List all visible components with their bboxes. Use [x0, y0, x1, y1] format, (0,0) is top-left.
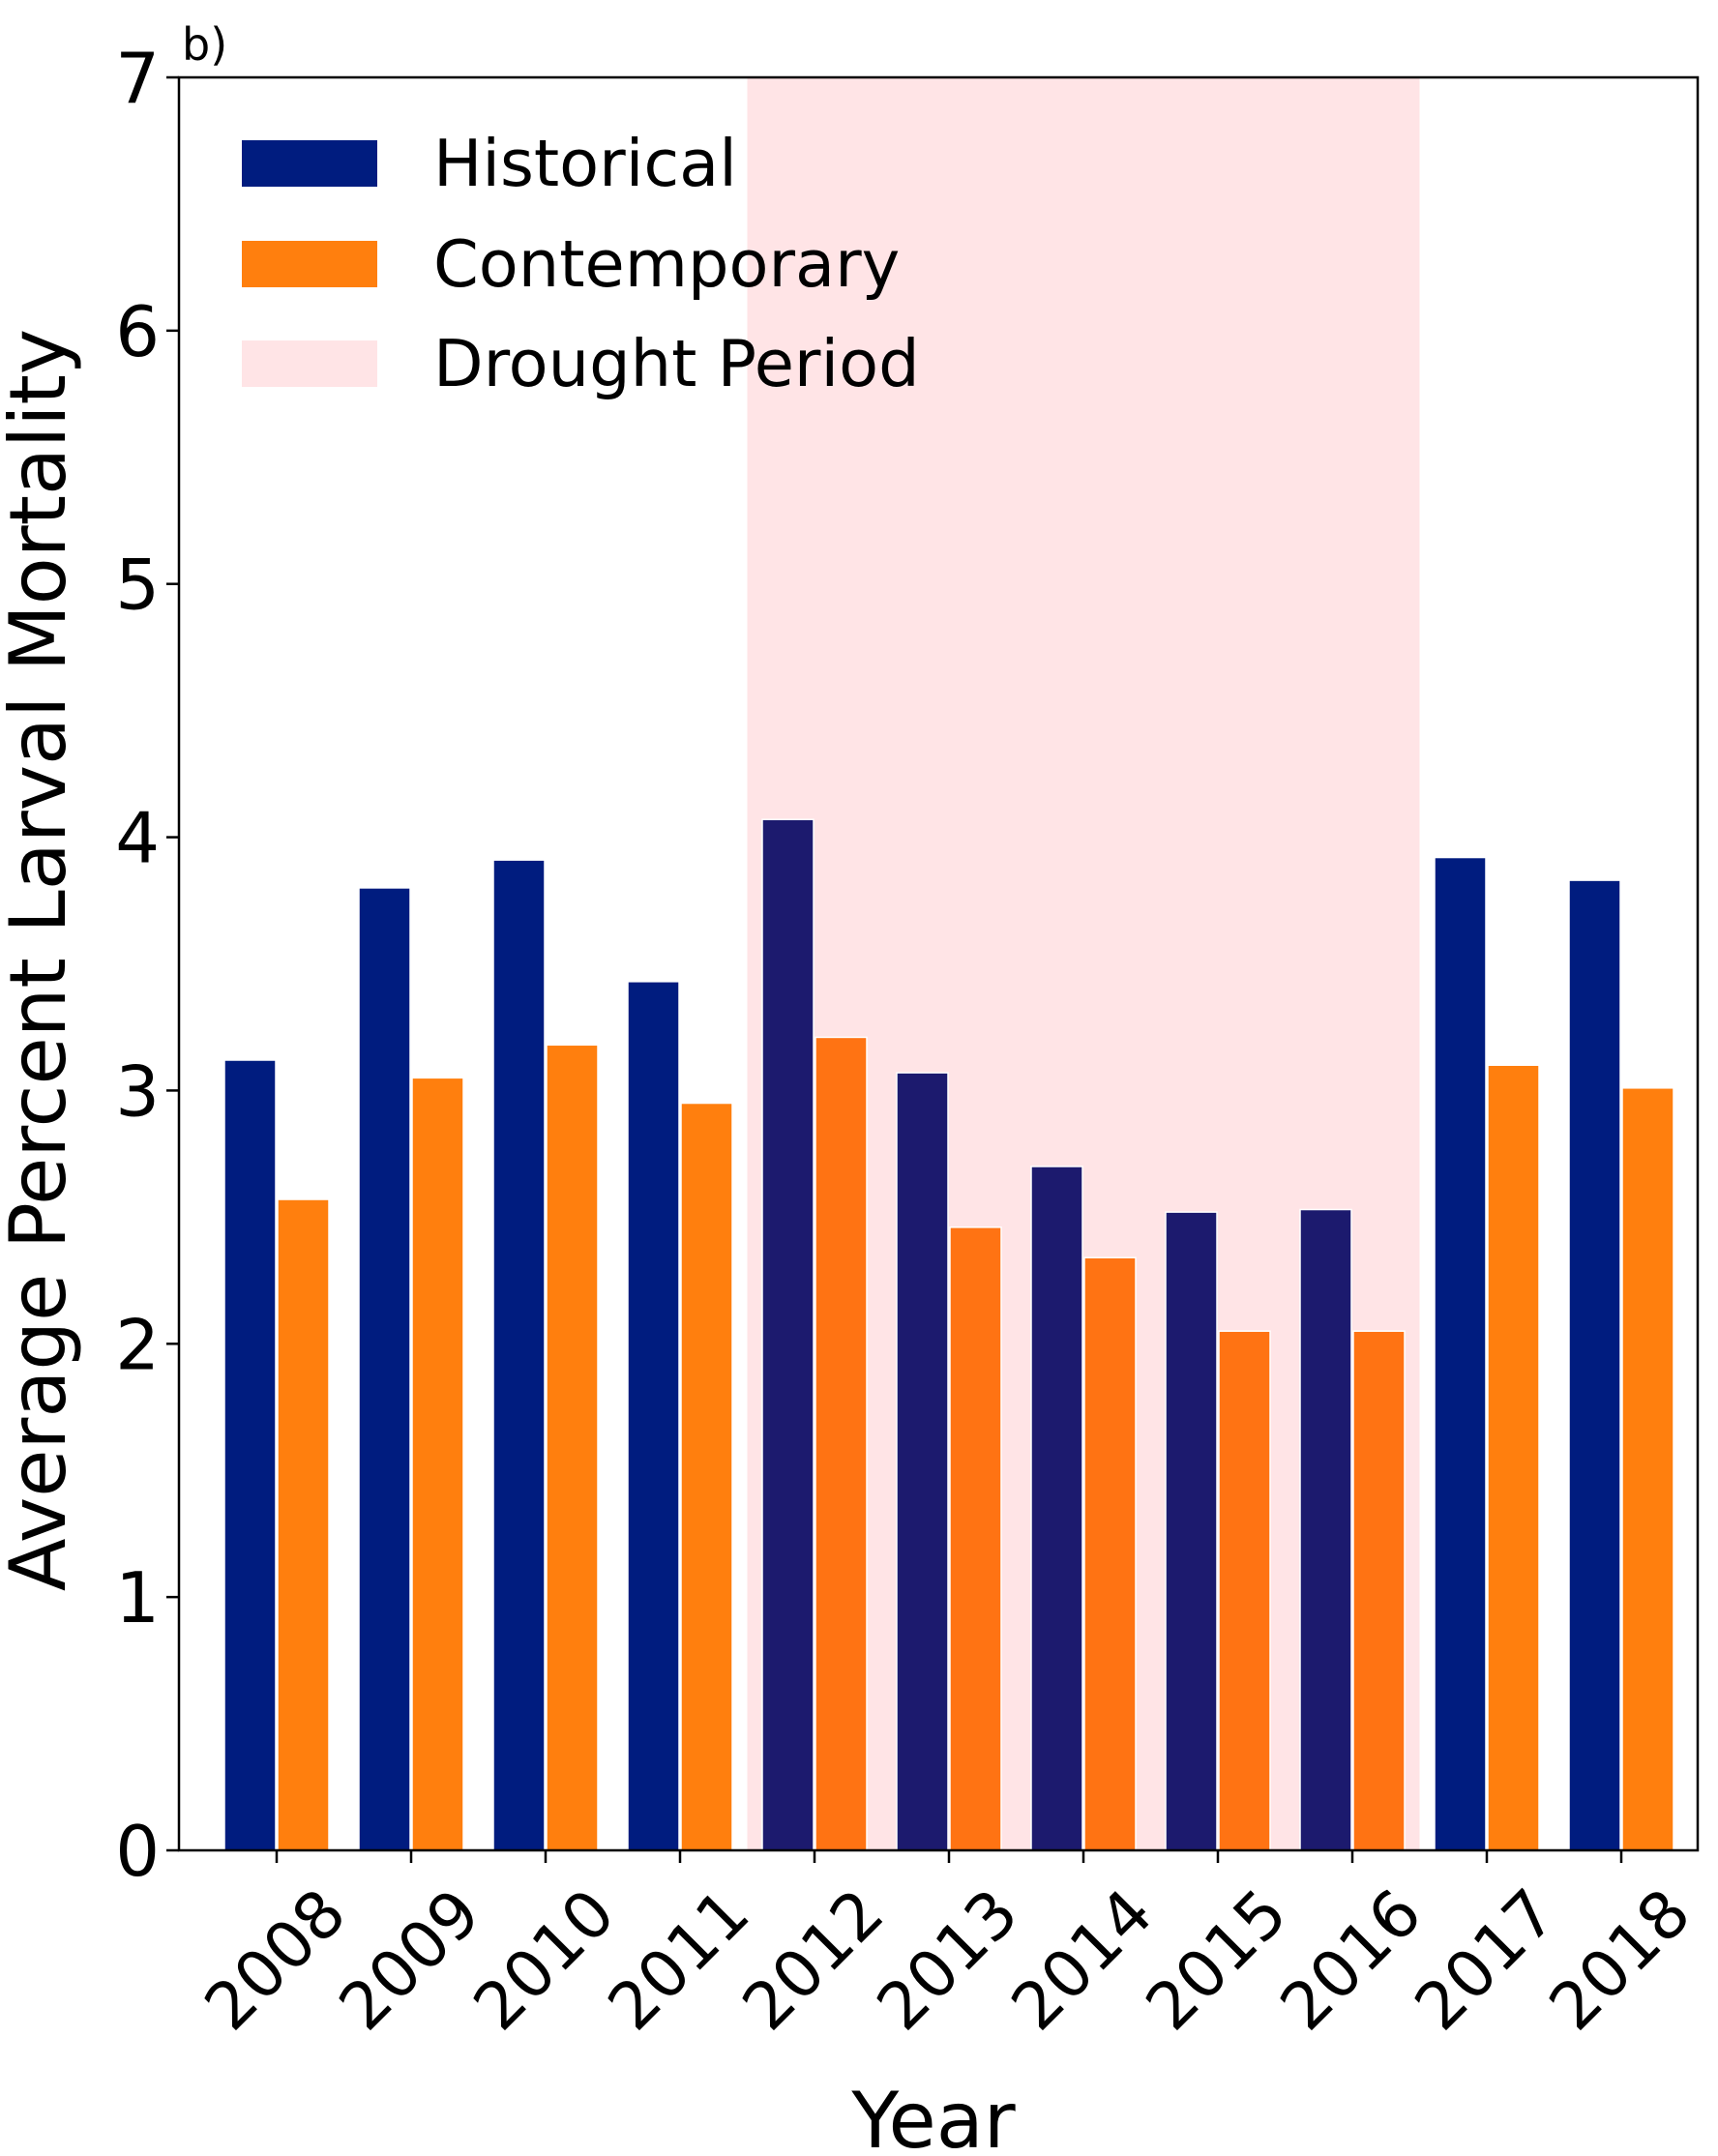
bar-contemporary-2012 — [815, 1036, 868, 1851]
bar-historical-2012 — [761, 818, 815, 1851]
legend-swatch-drought-period — [242, 340, 377, 387]
bar-contemporary-2009 — [411, 1077, 464, 1851]
y-tick-label: 6 — [115, 291, 160, 372]
bars-layer — [223, 818, 1674, 1851]
y-axis-label: Average Percent Larval Mortality — [0, 329, 83, 1591]
legend-swatch-historical — [242, 140, 377, 187]
x-tick-label: 2013 — [863, 1875, 1033, 2045]
x-tick-label: 2016 — [1266, 1875, 1437, 2045]
x-axis: 2008200920102011201220132014201520162017… — [191, 1850, 1705, 2045]
bar-contemporary-2016 — [1352, 1330, 1406, 1851]
y-axis: 0 1 2 3 4 5 6 7 — [115, 38, 179, 1892]
bar-contemporary-2014 — [1083, 1256, 1137, 1851]
bar-historical-2013 — [896, 1072, 949, 1851]
bar-contemporary-2011 — [680, 1102, 733, 1851]
bar-historical-2010 — [492, 859, 546, 1851]
y-tick-label: 5 — [115, 545, 160, 626]
legend-label-contemporary: Contemporary — [433, 226, 900, 302]
y-tick-label: 3 — [115, 1050, 160, 1132]
x-tick-label: 2014 — [997, 1875, 1168, 2045]
y-tick-label: 2 — [115, 1304, 160, 1385]
bar-contemporary-2017 — [1487, 1064, 1540, 1851]
x-tick-label: 2008 — [191, 1875, 361, 2045]
legend-label-historical: Historical — [433, 126, 737, 201]
bar-historical-2016 — [1299, 1208, 1352, 1851]
y-tick-label: 4 — [115, 798, 160, 879]
panel-label: b) — [182, 18, 227, 71]
x-tick-label: 2017 — [1401, 1875, 1571, 2045]
bar-contemporary-2008 — [277, 1198, 330, 1851]
bar-contemporary-2013 — [949, 1226, 1002, 1851]
x-tick-label: 2012 — [728, 1875, 899, 2045]
bar-contemporary-2010 — [546, 1044, 599, 1851]
plot-frame — [177, 75, 1700, 1852]
y-tick-label: 7 — [115, 38, 160, 119]
bar-historical-2008 — [223, 1059, 277, 1851]
bar-contemporary-2015 — [1218, 1330, 1271, 1851]
bar-historical-2014 — [1030, 1166, 1083, 1851]
x-axis-label: Year — [850, 2076, 1015, 2156]
y-tick-label: 0 — [115, 1811, 160, 1892]
y-tick-label: 1 — [115, 1557, 160, 1639]
x-tick-label: 2009 — [325, 1875, 495, 2045]
x-tick-label: 2011 — [594, 1875, 764, 2045]
legend-swatch-contemporary — [242, 241, 377, 287]
bar-historical-2017 — [1434, 856, 1487, 1851]
bar-historical-2018 — [1568, 879, 1621, 1851]
x-tick-label: 2015 — [1132, 1875, 1302, 2045]
legend: Historical Contemporary Drought Period — [242, 126, 920, 401]
bar-historical-2011 — [627, 981, 680, 1851]
legend-label-drought-period: Drought Period — [433, 326, 920, 401]
x-tick-label: 2018 — [1535, 1875, 1705, 2045]
x-tick-label: 2010 — [459, 1875, 630, 2045]
bar-historical-2015 — [1165, 1211, 1218, 1851]
bar-contemporary-2018 — [1621, 1087, 1674, 1851]
bar-historical-2009 — [358, 887, 411, 1851]
